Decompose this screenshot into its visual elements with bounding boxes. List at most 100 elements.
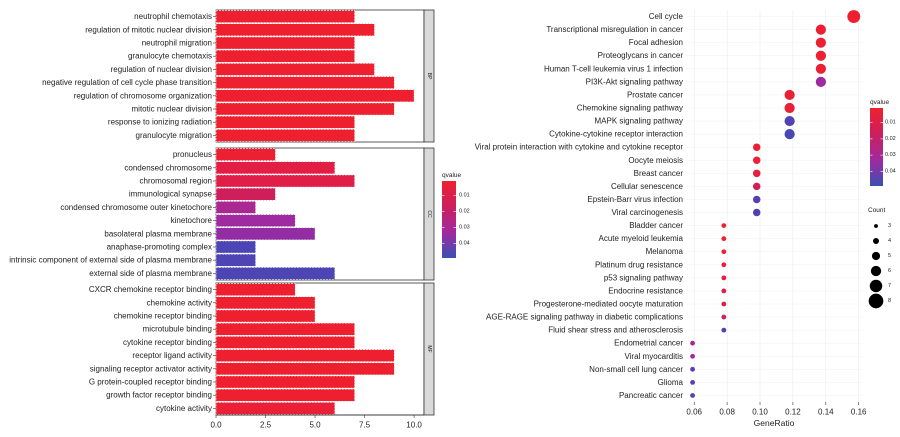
- data-point: [690, 366, 695, 372]
- y-tick-label: granulocyte chemotaxis: [128, 52, 212, 61]
- bar: [215, 36, 355, 50]
- data-point: [721, 223, 727, 229]
- y-tick-label: neutrophil migration: [142, 39, 212, 48]
- y-tick-label: kinetochore: [171, 216, 213, 225]
- y-tick-label: regulation of mitotic nuclear division: [85, 25, 212, 34]
- y-tick-label: negative regulation of cell cycle phase …: [42, 78, 212, 87]
- data-point: [784, 129, 795, 140]
- legend-tick-label: 3: [888, 223, 891, 229]
- x-tick-label: 0.14: [818, 408, 834, 417]
- data-point: [815, 76, 826, 87]
- y-tick-label: MAPK signaling pathway: [595, 117, 684, 126]
- bar: [215, 201, 256, 214]
- y-tick-label: Oocyte meiosis: [628, 156, 683, 165]
- y-tick-label: regulation of chromosome organization: [74, 91, 212, 100]
- y-tick-label: intrinsic component of external side of …: [9, 256, 212, 265]
- size-legend-point: [874, 224, 878, 228]
- legend-tick-label: 7: [888, 283, 891, 289]
- data-point: [721, 249, 727, 255]
- bar: [215, 214, 296, 227]
- y-tick-label: Viral protein interaction with cytokine …: [475, 143, 684, 152]
- y-tick-label: chemokine receptor binding: [114, 312, 212, 321]
- y-tick-label: cytokine receptor binding: [123, 338, 212, 347]
- y-tick-label: p53 signaling pathway: [604, 273, 683, 282]
- data-point: [721, 262, 727, 268]
- legend-title: qvalue: [870, 99, 890, 106]
- data-point: [752, 208, 761, 217]
- facet-strip: [423, 9, 435, 143]
- y-tick-label: Glioma: [658, 378, 684, 387]
- y-tick-label: Human T-cell leukemia virus 1 infection: [544, 64, 683, 73]
- data-point: [721, 236, 727, 242]
- x-tick-label: 0.10: [752, 408, 768, 417]
- y-tick-label: AGE-RAGE signaling pathway in diabetic c…: [486, 313, 683, 322]
- y-tick-label: Melanoma: [646, 247, 684, 256]
- data-point: [847, 10, 861, 23]
- data-point: [784, 102, 795, 114]
- data-point: [721, 301, 727, 307]
- legend-tick-label: 0.04: [459, 241, 470, 247]
- bar: [215, 283, 296, 296]
- bar: [215, 49, 355, 63]
- bar: [215, 102, 395, 116]
- y-tick-label: Endocrine resistance: [608, 286, 683, 295]
- y-tick-label: CXCR chemokine receptor binding: [89, 285, 212, 294]
- facet-strip-label: BP: [426, 73, 432, 80]
- legend-tick-label: 8: [888, 298, 891, 304]
- bar: [215, 63, 375, 76]
- bar: [215, 253, 256, 267]
- bar: [215, 129, 355, 142]
- y-tick-label: PI3K-Akt signaling pathway: [586, 77, 683, 86]
- x-tick-label: 0.16: [851, 408, 867, 417]
- y-tick-label: receptor ligand activity: [132, 351, 212, 360]
- y-tick-label: Cell cycle: [649, 12, 684, 21]
- y-tick-label: chromosomal region: [140, 177, 212, 186]
- y-tick-label: microtubule binding: [143, 325, 212, 334]
- y-tick-label: Cytokine-cytokine receptor interaction: [549, 130, 683, 139]
- y-tick-label: response to ionizing radiation: [108, 118, 212, 127]
- data-point: [752, 182, 761, 191]
- legend-tick-label: 0.01: [885, 120, 896, 126]
- bar: [215, 187, 276, 201]
- y-tick-label: signaling receptor activator activity: [90, 364, 212, 373]
- data-point: [815, 24, 826, 35]
- y-tick-label: Epstein-Barr virus infection: [587, 195, 683, 204]
- bar: [215, 89, 415, 103]
- data-point: [721, 275, 727, 281]
- y-tick-label: Breast cancer: [634, 169, 684, 178]
- y-tick-label: Non-small cell lung cancer: [589, 365, 683, 374]
- bar: [215, 174, 355, 188]
- data-point: [690, 340, 695, 346]
- legend-tick-label: 0.03: [459, 225, 470, 231]
- bar: [215, 402, 336, 415]
- y-tick-label: basolateral plasma membrane: [104, 229, 212, 238]
- y-tick-label: Prostate cancer: [627, 90, 683, 99]
- y-tick-label: chemokine activity: [147, 298, 212, 307]
- facet-strip-label: CC: [426, 210, 432, 218]
- x-tick-label: 10.0: [406, 421, 422, 430]
- y-tick-label: condensed chromosome outer kinetochore: [60, 203, 212, 212]
- legend-colorbar: [870, 108, 883, 186]
- bar: [215, 309, 316, 323]
- y-tick-label: cytokine activity: [156, 404, 212, 413]
- x-tick-label: 0.08: [719, 408, 735, 417]
- y-tick-label: regulation of nuclear division: [111, 65, 212, 74]
- size-legend-point: [873, 238, 879, 244]
- data-point: [690, 353, 695, 359]
- y-tick-label: Viral carcinogenesis: [612, 208, 683, 217]
- size-legend-point: [869, 279, 883, 293]
- data-point: [815, 63, 826, 74]
- y-tick-label: mitotic nuclear division: [132, 105, 212, 114]
- y-tick-label: growth factor receptor binding: [106, 391, 212, 400]
- bar: [215, 115, 355, 129]
- y-tick-label: condensed chromosome: [124, 163, 212, 172]
- data-point: [752, 195, 761, 204]
- y-tick-label: granulocyte migration: [136, 131, 212, 140]
- y-tick-label: Chemokine signaling pathway: [577, 104, 683, 113]
- bar: [215, 336, 355, 349]
- data-point: [690, 393, 695, 398]
- plot-panel: [686, 10, 862, 402]
- bar: [215, 388, 355, 402]
